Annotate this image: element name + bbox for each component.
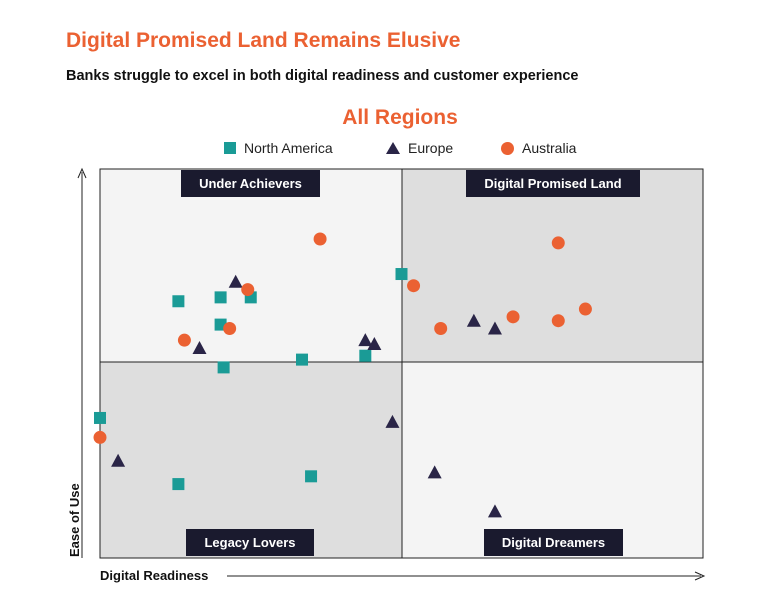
data-point-europe-6 bbox=[427, 465, 442, 479]
legend-label: Australia bbox=[522, 140, 577, 156]
region-title: All Regions bbox=[342, 106, 458, 129]
data-point-europe-0 bbox=[228, 274, 243, 288]
data-point-north-america-7 bbox=[305, 470, 318, 483]
chart-subtitle: Banks struggle to excel in both digital … bbox=[66, 68, 579, 84]
data-point-europe-2 bbox=[358, 333, 373, 347]
data-point-europe-4 bbox=[111, 453, 126, 467]
data-point-australia-1 bbox=[241, 283, 255, 297]
quadrant-top-left-bg bbox=[100, 169, 402, 362]
x-arrow-head-icon bbox=[694, 571, 706, 581]
circle-marker-icon bbox=[501, 141, 514, 155]
data-point-north-america-1 bbox=[214, 291, 227, 304]
data-point-europe-8 bbox=[466, 313, 481, 327]
data-point-north-america-6 bbox=[172, 478, 185, 491]
data-point-australia-7 bbox=[506, 310, 520, 324]
data-point-europe-5 bbox=[385, 414, 400, 428]
quadrant-label-digital-promised-land: Digital Promised Land bbox=[466, 170, 640, 197]
chart-title: Digital Promised Land Remains Elusive bbox=[66, 29, 461, 52]
legend: North America Europe Australia bbox=[0, 140, 773, 162]
y-arrow-head-icon bbox=[77, 167, 87, 179]
triangle-marker-icon bbox=[386, 142, 400, 154]
data-point-australia-2 bbox=[177, 333, 191, 347]
data-point-europe-1 bbox=[192, 340, 207, 354]
square-marker-icon bbox=[224, 142, 236, 154]
y-axis-label: Ease of Use bbox=[67, 483, 82, 557]
data-points bbox=[93, 232, 592, 518]
legend-item-australia: Australia bbox=[501, 140, 576, 156]
data-point-north-america-10 bbox=[296, 353, 309, 366]
data-point-australia-10 bbox=[578, 302, 592, 316]
data-point-north-america-8 bbox=[395, 268, 408, 281]
data-point-europe-9 bbox=[487, 321, 502, 335]
data-point-europe-3 bbox=[367, 337, 382, 351]
legend-label: North America bbox=[244, 140, 333, 156]
data-point-north-america-4 bbox=[217, 361, 230, 374]
quadrant-label-under-achievers: Under Achievers bbox=[181, 170, 320, 197]
data-point-north-america-9 bbox=[359, 349, 372, 362]
data-point-australia-8 bbox=[551, 236, 565, 250]
quadrant-bottom-right-bg bbox=[402, 362, 703, 558]
data-point-australia-5 bbox=[407, 279, 421, 293]
data-point-australia-9 bbox=[551, 314, 565, 328]
data-point-north-america-5 bbox=[94, 411, 106, 424]
data-point-north-america-0 bbox=[172, 295, 185, 308]
legend-item-north-america: North America bbox=[224, 140, 333, 156]
x-axis-label: Digital Readiness bbox=[100, 568, 209, 583]
quadrant-bottom-left-bg bbox=[100, 362, 402, 558]
legend-item-europe: Europe bbox=[386, 140, 453, 156]
quadrant-top-right-bg bbox=[402, 169, 703, 362]
data-point-australia-6 bbox=[434, 321, 448, 335]
data-point-australia-4 bbox=[93, 430, 107, 444]
quadrant-label-digital-dreamers: Digital Dreamers bbox=[484, 529, 623, 556]
quadrant-label-legacy-lovers: Legacy Lovers bbox=[186, 529, 314, 556]
data-point-europe-7 bbox=[487, 504, 502, 518]
data-point-australia-3 bbox=[223, 321, 237, 335]
data-point-australia-0 bbox=[313, 232, 327, 246]
legend-label: Europe bbox=[408, 140, 454, 156]
